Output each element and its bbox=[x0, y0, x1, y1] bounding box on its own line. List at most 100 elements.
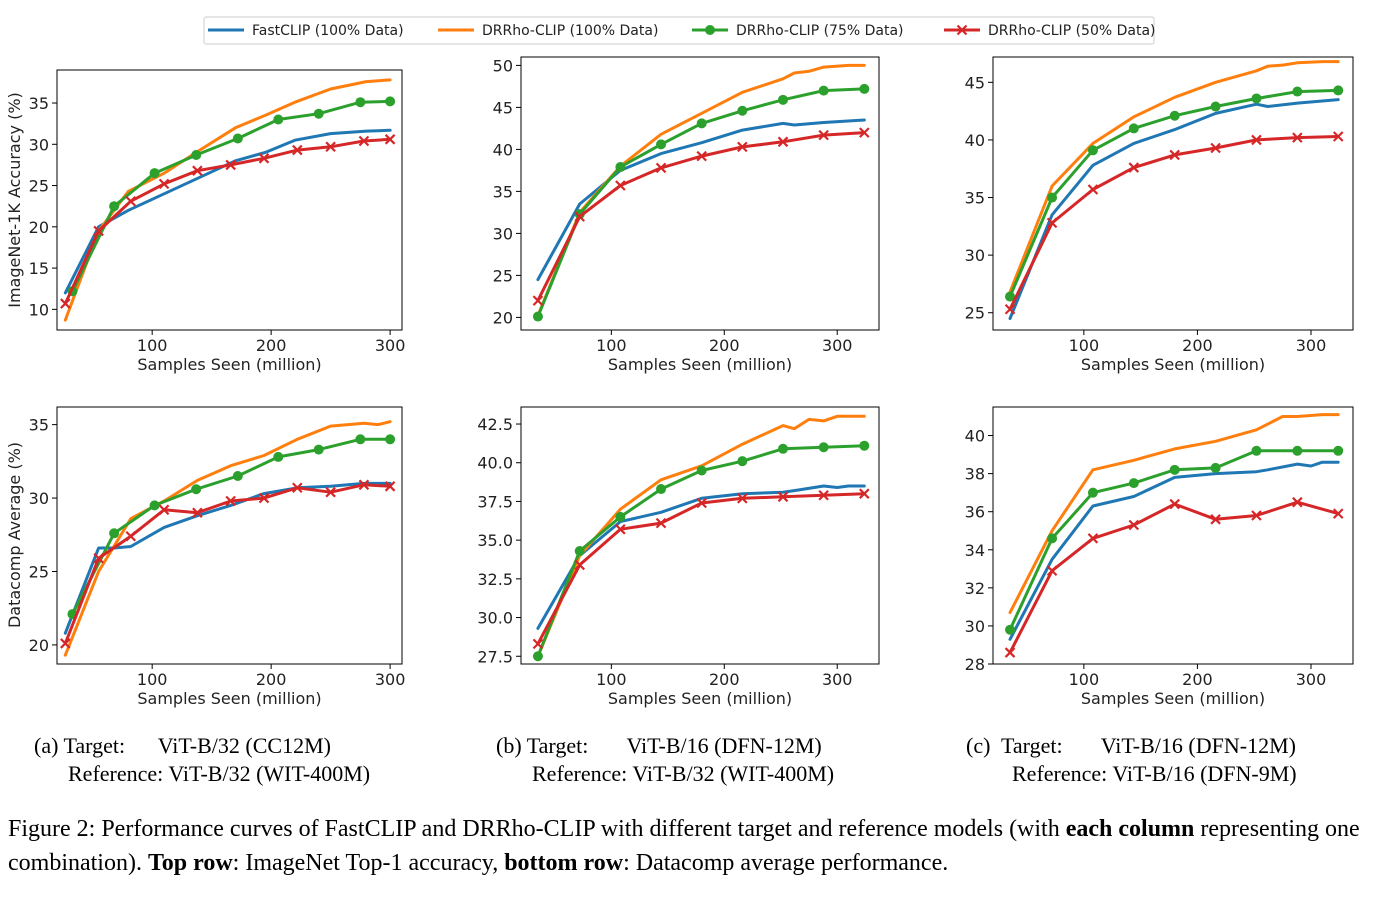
data-point-3-stroke-b bbox=[1292, 496, 1303, 508]
data-point-3-stroke-b bbox=[325, 486, 336, 498]
data-point-3-stroke-b bbox=[1169, 149, 1180, 161]
data-point-3 bbox=[158, 504, 170, 516]
subcaption-c-line1: (c) Target: ViT-B/16 (DFN-12M) bbox=[966, 733, 1296, 758]
caption-mid1: representing one combination). bbox=[8, 816, 1360, 876]
data-point-3 bbox=[818, 489, 829, 501]
data-point-3-stroke-b bbox=[737, 493, 748, 504]
data-point-2 bbox=[1169, 110, 1180, 121]
data-point-2 bbox=[1210, 462, 1221, 473]
x-tick-label: 200 bbox=[709, 670, 740, 689]
series-line-1 bbox=[536, 414, 866, 658]
data-point-3 bbox=[1251, 134, 1262, 146]
x-axis-label: Samples Seen (million) bbox=[137, 689, 321, 708]
series-line-3 bbox=[63, 137, 392, 306]
data-point-2 bbox=[696, 465, 707, 476]
x-tick-label: 100 bbox=[137, 670, 168, 689]
y-tick-label: 25 bbox=[965, 304, 985, 323]
data-point-3-stroke-b bbox=[1251, 510, 1262, 521]
data-point-3-stroke-b bbox=[696, 497, 707, 509]
data-point-3 bbox=[125, 195, 137, 207]
data-point-2 bbox=[273, 114, 284, 125]
x-tick-label: 300 bbox=[822, 336, 853, 355]
data-point-3-stroke-b bbox=[615, 180, 626, 191]
data-point-2 bbox=[1128, 123, 1139, 134]
data-point-3 bbox=[737, 493, 748, 504]
y-tick-label: 45 bbox=[493, 98, 513, 117]
data-point-2 bbox=[1047, 533, 1058, 544]
y-tick-label: 35 bbox=[493, 182, 513, 201]
data-point-3-stroke-b bbox=[1169, 498, 1180, 510]
data-point-3-stroke-b bbox=[818, 489, 829, 501]
data-point-2 bbox=[532, 651, 543, 662]
data-point-3 bbox=[696, 150, 707, 162]
y-tick-label: 30 bbox=[493, 224, 513, 243]
data-point-3-stroke-b bbox=[384, 134, 396, 145]
y-tick-label: 32.5 bbox=[477, 570, 513, 589]
data-point-2 bbox=[778, 94, 789, 105]
y-tick-label: 32 bbox=[965, 579, 985, 598]
series-line-3 bbox=[63, 483, 392, 645]
data-point-2 bbox=[232, 133, 243, 144]
data-point-2 bbox=[656, 139, 667, 150]
data-point-3 bbox=[1046, 217, 1058, 229]
data-point-3 bbox=[325, 141, 336, 153]
data-point-2 bbox=[737, 456, 748, 467]
series-line-1 bbox=[1008, 413, 1340, 615]
chart-panels: 10 15 20 25 30 35 100 200 300 Samples Seen (milli… bbox=[5, 56, 1354, 708]
data-point-2 bbox=[191, 484, 202, 495]
data-point-3 bbox=[1169, 149, 1180, 161]
figure-canvas: FastCLIP (100% Data) DRRho-CLIP (100% Dat… bbox=[5, 16, 1354, 708]
data-point-3-stroke-b bbox=[125, 530, 137, 542]
data-point-3-stroke-b bbox=[1128, 162, 1140, 173]
x-tick-label: 300 bbox=[822, 670, 853, 689]
data-point-3 bbox=[358, 135, 370, 147]
data-point-2 bbox=[191, 150, 202, 161]
data-point-3-stroke-b bbox=[818, 129, 829, 141]
x-tick-label: 100 bbox=[596, 670, 627, 689]
y-tick-label: 45 bbox=[965, 73, 985, 92]
data-point-3 bbox=[358, 479, 370, 491]
data-point-3 bbox=[615, 524, 626, 535]
data-point-3-stroke-b bbox=[532, 295, 544, 306]
y-tick-label: 37.5 bbox=[477, 492, 513, 511]
x-tick-label: 200 bbox=[709, 336, 740, 355]
y-tick-label: 10 bbox=[29, 300, 49, 319]
y-tick-label: 36 bbox=[965, 503, 985, 522]
data-point-3 bbox=[158, 178, 170, 190]
data-point-3-stroke-b bbox=[192, 165, 203, 176]
y-tick-label: 30 bbox=[29, 135, 49, 154]
data-point-3-stroke-b bbox=[93, 552, 104, 564]
axes-frame bbox=[520, 406, 880, 665]
data-point-2 bbox=[574, 209, 585, 220]
data-point-3 bbox=[93, 225, 104, 237]
y-tick-label: 42.5 bbox=[477, 415, 513, 434]
data-point-3 bbox=[384, 481, 396, 492]
data-point-2 bbox=[1251, 93, 1262, 104]
data-point-3-stroke-b bbox=[60, 638, 71, 649]
data-point-2 bbox=[696, 118, 707, 129]
data-point-2 bbox=[273, 451, 284, 462]
data-point-3-stroke-b bbox=[93, 225, 104, 237]
data-point-3-stroke-b bbox=[1004, 303, 1016, 315]
data-point-3 bbox=[225, 159, 236, 171]
x-axis-label: Samples Seen (million) bbox=[1081, 355, 1265, 374]
data-point-3-stroke-b bbox=[258, 492, 270, 504]
subcaption-a-line1: (a) Target: ViT-B/32 (CC12M) bbox=[34, 733, 331, 758]
x-axis-label: Samples Seen (million) bbox=[608, 689, 792, 708]
legend: FastCLIP (100% Data) DRRho-CLIP (100% Dat… bbox=[203, 16, 1156, 45]
data-point-2 bbox=[1047, 192, 1058, 203]
chart-panel-5: 28 30 32 34 36 38 40 100 200 300 Samples Seen (mil… bbox=[965, 406, 1354, 708]
x-tick-label: 200 bbox=[256, 336, 287, 355]
data-point-3-stroke-b bbox=[60, 298, 71, 309]
data-point-2 bbox=[1333, 85, 1344, 96]
data-point-2 bbox=[859, 83, 870, 94]
data-point-3-stroke-b bbox=[1087, 533, 1099, 544]
legend-label-3: DRRho-CLIP (50% Data) bbox=[988, 23, 1156, 39]
data-point-3 bbox=[655, 162, 667, 174]
data-point-3-stroke-b bbox=[696, 150, 707, 162]
data-point-3-stroke-b bbox=[384, 481, 396, 492]
axes-frame bbox=[992, 406, 1354, 665]
data-point-3-stroke-b bbox=[1046, 565, 1058, 576]
data-point-3-stroke-b bbox=[1251, 134, 1262, 146]
data-point-3 bbox=[1332, 131, 1344, 142]
